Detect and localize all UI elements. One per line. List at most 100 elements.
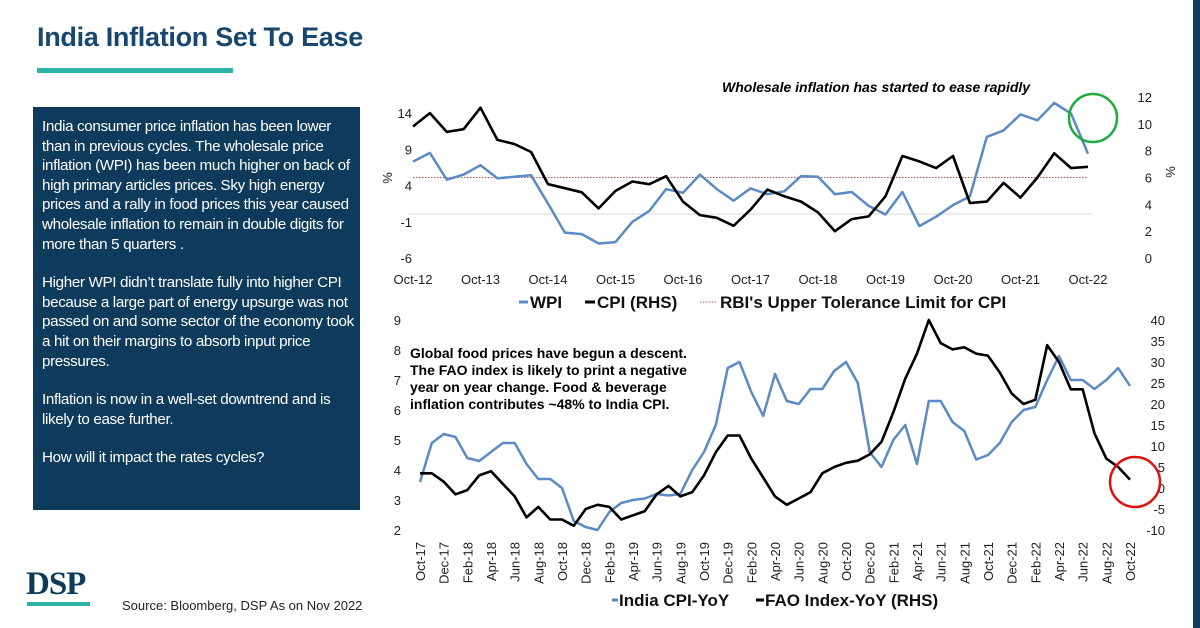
top-chart-title: Wholesale inflation has started to ease … [722, 79, 1031, 95]
page-title: India Inflation Set To Ease [37, 22, 363, 52]
left-axis-tick-label: 5 [394, 433, 401, 448]
x-axis-tick-label: Oct-19 [697, 542, 712, 581]
x-axis-tick-label: Apr-21 [910, 542, 925, 581]
left-axis-tick-label: 4 [405, 179, 412, 194]
x-axis-tick-label: Aug-22 [1099, 542, 1114, 584]
right-axis-tick-label: 20 [1151, 397, 1165, 412]
x-axis-tick-label: Oct-17 [731, 272, 770, 287]
legend-cpi: CPI (RHS) [597, 293, 677, 312]
x-axis-tick-label: Oct-15 [596, 272, 635, 287]
x-axis-tick-label: Dec-17 [437, 542, 452, 584]
commentary-panel: India consumer price inflation has been … [33, 107, 360, 510]
x-axis-tick-label: Feb-20 [744, 542, 759, 583]
legend-limit: RBI's Upper Tolerance Limit for CPI [720, 293, 1006, 312]
x-axis-tick-label: Jun-22 [1076, 542, 1091, 582]
bottom-annotation-line: year on year change. Food & beverage [410, 379, 667, 395]
left-axis-tick-label: 4 [394, 463, 401, 478]
right-axis-tick-label: 35 [1151, 334, 1165, 349]
commentary-paragraph: Higher WPI didn’t translate fully into h… [42, 274, 354, 370]
right-axis-tick-label: 12 [1138, 90, 1152, 105]
x-axis-tick-label: Dec-19 [721, 542, 736, 584]
left-axis-tick-label: 2 [394, 523, 401, 538]
left-axis-tick-label: 9 [405, 142, 412, 157]
top-chart: -6 -1 4 9 14 0 2 4 6 8 10 12 Oct-12 Oct-13 Oct-14 Oct-1… [393, 90, 1152, 287]
x-axis-tick-label: Apr-20 [768, 542, 783, 581]
series-line-wpi [412, 101, 1090, 245]
x-axis-tick-label: Apr-18 [484, 542, 499, 581]
x-axis-tick-label: Oct-17 [413, 542, 428, 581]
right-axis-tick-label: 8 [1145, 144, 1152, 159]
x-axis-tick-label: Oct-16 [663, 272, 702, 287]
right-edge-strip [1193, 0, 1200, 628]
series-line-india-cpi-yoy [418, 354, 1132, 532]
series-line-cpi-rhs [412, 106, 1089, 233]
x-axis-tick-label: Oct-14 [528, 272, 567, 287]
left-axis-tick-label: 3 [394, 493, 401, 508]
commentary-paragraph: India consumer price inflation has been … [42, 118, 350, 253]
right-axis-tick-label: 10 [1151, 439, 1165, 454]
x-axis-tick-label: Aug-21 [957, 542, 972, 584]
left-axis-tick-label: 7 [394, 373, 401, 388]
x-axis-tick-label: Oct-22 [1123, 542, 1138, 581]
right-axis-tick-label: 5 [1158, 460, 1165, 475]
x-axis-tick-label: Jun-19 [650, 542, 665, 582]
right-axis-tick-label: 0 [1158, 481, 1165, 496]
left-axis-tick-label: 8 [394, 343, 401, 358]
left-axis-tick-label: -6 [400, 251, 412, 266]
left-axis-tick-label: 6 [394, 403, 401, 418]
x-axis-tick-label: Aug-19 [673, 542, 688, 584]
series-line-fao-index-yoy-rhs [420, 318, 1131, 528]
x-axis-tick-label: Oct-18 [798, 272, 837, 287]
top-right-axis-label: % [1163, 166, 1178, 178]
x-axis-tick-label: Aug-20 [815, 542, 830, 584]
x-axis-tick-label: Oct-12 [393, 272, 432, 287]
logo-underline [27, 602, 90, 606]
x-axis-tick-label: Feb-21 [886, 542, 901, 583]
left-axis-tick-label: 9 [394, 313, 401, 328]
right-axis-tick-label: 40 [1151, 313, 1165, 328]
legend-fao: FAO Index-YoY (RHS) [765, 591, 938, 610]
x-axis-tick-label: Oct-20 [839, 542, 854, 581]
x-axis-tick-label: Oct-20 [933, 272, 972, 287]
x-axis-tick-label: Apr-19 [626, 542, 641, 581]
x-axis-tick-label: Feb-19 [602, 542, 617, 583]
x-axis-tick-label: Dec-20 [863, 542, 878, 584]
right-axis-tick-label: 4 [1145, 197, 1152, 212]
x-axis-tick-label: Dec-18 [579, 542, 594, 584]
highlight-circle-green [1067, 92, 1119, 144]
bottom-annotation-line: The FAO index is likely to print a negat… [410, 362, 687, 378]
right-axis-tick-label: 25 [1151, 376, 1165, 391]
bottom-annotation-line: inflation contributes ~48% to India CPI. [410, 396, 669, 412]
left-axis-tick-label: -1 [400, 215, 412, 230]
x-axis-tick-label: Jun-18 [508, 542, 523, 582]
right-axis-tick-label: 0 [1145, 251, 1152, 266]
commentary-paragraph: How will it impact the rates cycles? [42, 449, 265, 467]
x-axis-tick-label: Feb-22 [1028, 542, 1043, 583]
commentary-paragraph: Inflation is now in a well-set downtrend… [42, 391, 331, 428]
right-axis-tick-label: 6 [1145, 171, 1152, 186]
right-axis-tick-label: 30 [1151, 355, 1165, 370]
right-axis-tick-label: 10 [1138, 117, 1152, 132]
source-note: Source: Bloomberg, DSP As on Nov 2022 [122, 598, 363, 613]
x-axis-tick-label: Oct-13 [461, 272, 500, 287]
x-axis-tick-label: Oct-18 [555, 542, 570, 581]
top-left-axis-label: % [380, 172, 395, 184]
x-axis-tick-label: Oct-19 [866, 272, 905, 287]
left-axis-tick-label: 14 [398, 106, 412, 121]
x-axis-tick-label: Oct-22 [1068, 272, 1107, 287]
right-axis-tick-label: 2 [1145, 224, 1152, 239]
x-axis-tick-label: Oct-21 [981, 542, 996, 581]
x-axis-tick-label: Oct-21 [1001, 272, 1040, 287]
legend-india-cpi: India CPI-YoY [619, 591, 730, 610]
x-axis-tick-label: Aug-18 [531, 542, 546, 584]
right-axis-tick-label: 15 [1151, 418, 1165, 433]
legend-wpi: WPI [530, 293, 562, 312]
x-axis-tick-label: Feb-18 [460, 542, 475, 583]
title-underline [37, 68, 233, 73]
x-axis-tick-label: Jun-21 [934, 542, 949, 582]
x-axis-tick-label: Jun-20 [792, 542, 807, 582]
dsp-logo: DSP [26, 566, 86, 602]
x-axis-tick-label: Dec-21 [1005, 542, 1020, 584]
highlight-circle-red [1108, 455, 1162, 509]
